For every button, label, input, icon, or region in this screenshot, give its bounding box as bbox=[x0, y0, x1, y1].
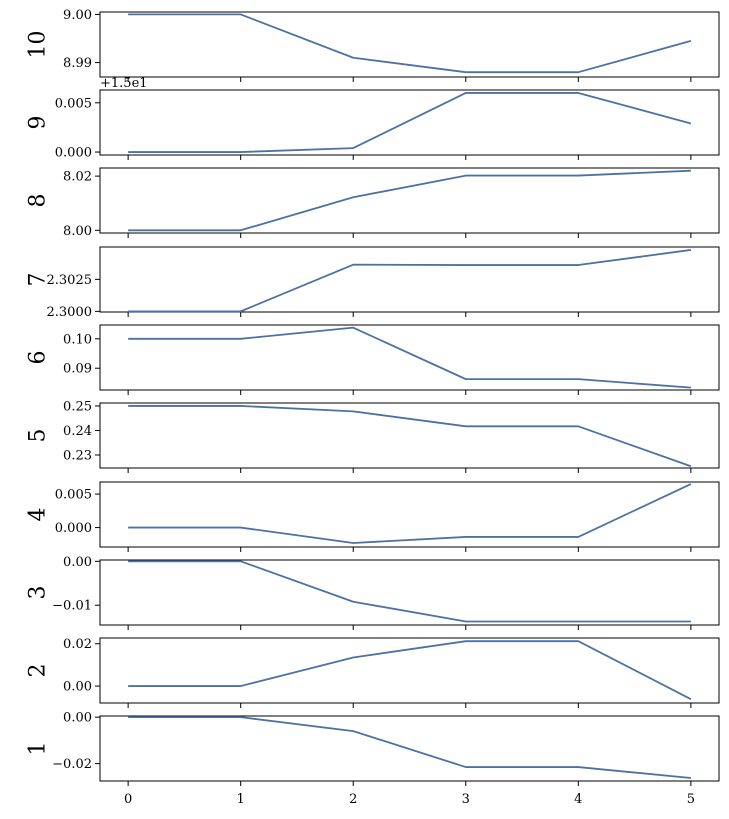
y-tick-label: −0.02 bbox=[52, 757, 92, 772]
x-tick-label: 5 bbox=[687, 792, 695, 807]
x-tick-label: 4 bbox=[574, 792, 582, 807]
offset-label: +1.5e1 bbox=[100, 76, 148, 91]
panel-9: 0.000 0.005 +1.5e1 9 bbox=[26, 76, 720, 161]
series-line bbox=[128, 560, 691, 623]
y-tick-label: 8.02 bbox=[63, 170, 92, 185]
y-axis-label: 1 bbox=[26, 742, 51, 756]
y-tick-label: 0.25 bbox=[63, 399, 92, 414]
y-axis-label: 2 bbox=[26, 664, 51, 678]
x-tick-label: 0 bbox=[124, 792, 132, 807]
y-tick-label: 0.00 bbox=[63, 555, 92, 570]
y-axis-label: 7 bbox=[26, 273, 51, 287]
series-line bbox=[128, 405, 692, 468]
series-line bbox=[128, 13, 692, 74]
panel-6: 0.09 0.10 6 bbox=[26, 324, 720, 395]
panel-4: 0.000 0.005 4 bbox=[26, 481, 720, 552]
y-tick-label: 9.00 bbox=[63, 8, 92, 23]
panel-1: −0.02 0.00 0 1 2 3 4 5 1 bbox=[26, 711, 720, 807]
panel-8: 8.00 8.02 8 bbox=[26, 167, 720, 239]
y-axis-label: 8 bbox=[26, 194, 51, 208]
plot-frame bbox=[99, 559, 720, 626]
x-tick-label: 2 bbox=[349, 792, 357, 807]
y-tick-label: 0.09 bbox=[63, 362, 92, 377]
series-line bbox=[128, 640, 692, 700]
panel-3: −0.01 0.00 3 bbox=[26, 555, 720, 630]
series-line bbox=[128, 483, 692, 544]
plot-frame bbox=[99, 246, 720, 313]
plot-frame bbox=[99, 715, 720, 782]
y-tick-label: 0.005 bbox=[55, 96, 92, 111]
y-axis-label: 10 bbox=[26, 31, 51, 59]
panel-5: 0.23 0.24 0.25 5 bbox=[26, 399, 720, 473]
plot-frame bbox=[99, 89, 720, 156]
plot-frame bbox=[99, 402, 720, 469]
y-axis-label: 3 bbox=[26, 586, 51, 600]
y-axis-label: 6 bbox=[26, 351, 51, 365]
series-line bbox=[128, 249, 691, 313]
plot-frame bbox=[99, 481, 720, 548]
y-axis-label: 5 bbox=[26, 429, 51, 443]
x-tick-label: 3 bbox=[462, 792, 470, 807]
series-line bbox=[128, 326, 691, 389]
plot-frame bbox=[99, 324, 720, 391]
panel-10: 8.99 9.00 10 bbox=[26, 8, 720, 82]
y-tick-label: 0.000 bbox=[55, 521, 92, 536]
panel-2: 0.00 0.02 2 bbox=[26, 637, 720, 708]
plot-frame bbox=[99, 11, 720, 78]
y-tick-label: 0.10 bbox=[63, 332, 92, 347]
y-tick-label: 0.00 bbox=[63, 680, 92, 695]
y-tick-label: 0.24 bbox=[63, 424, 92, 439]
y-tick-label: −0.01 bbox=[52, 599, 92, 614]
y-tick-label: 8.99 bbox=[63, 56, 92, 71]
y-tick-label: 2.3025 bbox=[47, 273, 93, 288]
y-axis-label: 4 bbox=[26, 508, 51, 522]
y-tick-label: 0.02 bbox=[63, 637, 92, 652]
plot-frame bbox=[99, 637, 720, 704]
y-tick-label: 0.00 bbox=[63, 711, 92, 726]
y-tick-label: 0.23 bbox=[63, 449, 92, 464]
x-tick-label: 1 bbox=[237, 792, 245, 807]
y-tick-label: 0.000 bbox=[55, 146, 92, 161]
series-line bbox=[128, 169, 691, 232]
series-line bbox=[128, 716, 691, 779]
y-tick-label: 0.005 bbox=[55, 488, 92, 503]
y-tick-label: 8.00 bbox=[63, 224, 92, 239]
y-axis-label: 9 bbox=[26, 116, 51, 130]
plot-frame bbox=[99, 167, 720, 234]
series-line bbox=[128, 92, 692, 153]
y-tick-label: 2.3000 bbox=[47, 305, 93, 320]
